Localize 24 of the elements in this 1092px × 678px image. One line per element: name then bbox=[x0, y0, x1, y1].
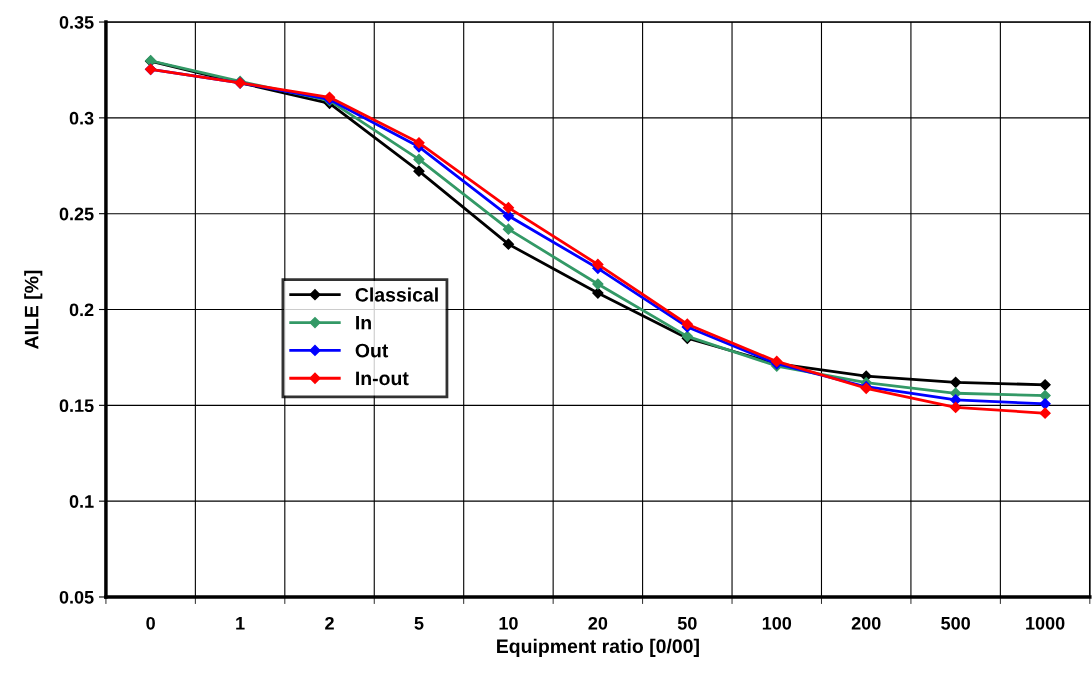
x-tick-label: 1 bbox=[236, 617, 245, 630]
legend-label: Classical bbox=[355, 287, 438, 302]
x-tick-label: 500 bbox=[941, 616, 970, 630]
legend-label: Out bbox=[355, 343, 389, 358]
x-tick-label: 2 bbox=[325, 616, 334, 630]
x-tick-label: 100 bbox=[762, 616, 792, 630]
x-tick-label: 5 bbox=[414, 617, 424, 630]
x-tick-label: 50 bbox=[677, 616, 697, 630]
x-tick-label: 20 bbox=[588, 616, 608, 630]
x-tick-label: 10 bbox=[499, 616, 518, 630]
legend-label: In-out bbox=[356, 371, 409, 386]
x-tick-label: 1000 bbox=[1026, 616, 1065, 630]
x-tick-label: 200 bbox=[851, 616, 881, 630]
legend-label: In bbox=[356, 315, 371, 330]
y-tick-label: 0.25 bbox=[59, 207, 94, 221]
x-axis-title: Equipment ratio [0/00] bbox=[497, 638, 699, 657]
x-tick-label: 0 bbox=[146, 616, 155, 630]
y-axis-title: AILE [%] bbox=[24, 270, 43, 349]
y-tick-label: 0.3 bbox=[69, 111, 94, 125]
y-tick-label: 0.35 bbox=[59, 15, 94, 29]
y-tick-label: 0.2 bbox=[69, 303, 94, 317]
y-tick-label: 0.1 bbox=[69, 495, 94, 508]
y-tick-label: 0.15 bbox=[59, 399, 94, 413]
y-tick-label: 0.05 bbox=[59, 590, 94, 604]
